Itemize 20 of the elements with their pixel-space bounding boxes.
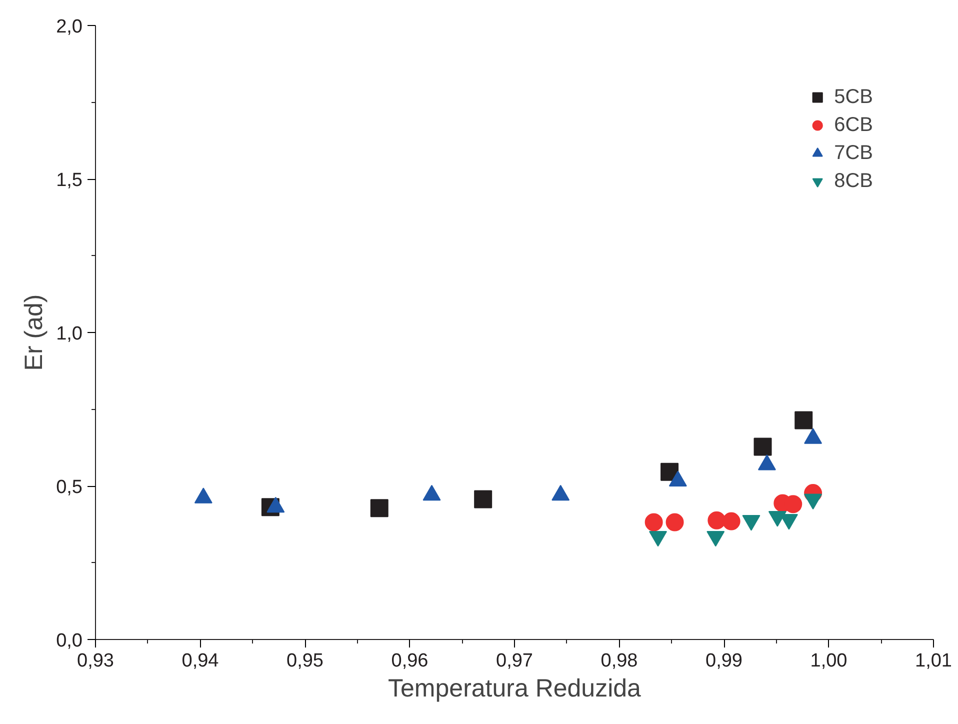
x-tick-label: 0,98 <box>600 650 638 672</box>
x-tick-label: 0,97 <box>496 650 533 672</box>
legend-label: 6CB <box>834 114 873 136</box>
legend-label: 7CB <box>834 142 873 164</box>
y-tick-label: 0,5 <box>56 477 83 498</box>
y-axis-title: Er (ad) <box>20 294 48 371</box>
x-tick-label: 1,01 <box>915 650 952 672</box>
x-tick-label: 0,95 <box>286 650 324 672</box>
x-axis-title: Temperatura Reduzida <box>388 674 642 702</box>
x-tick-label: 0,96 <box>391 650 428 672</box>
y-tick-label: 1,0 <box>56 324 83 344</box>
y-tick-label: 1,5 <box>56 170 83 191</box>
y-tick-label: 2,0 <box>56 16 83 38</box>
legend-label: 5CB <box>834 86 873 108</box>
x-tick-label: 0,94 <box>182 650 220 672</box>
x-tick-label: 0,99 <box>706 650 742 672</box>
legend-label: 8CB <box>834 170 873 192</box>
x-tick-label: 1,00 <box>810 650 848 672</box>
x-tick-label: 0,93 <box>77 650 114 672</box>
y-tick-label: 0,0 <box>56 630 83 652</box>
